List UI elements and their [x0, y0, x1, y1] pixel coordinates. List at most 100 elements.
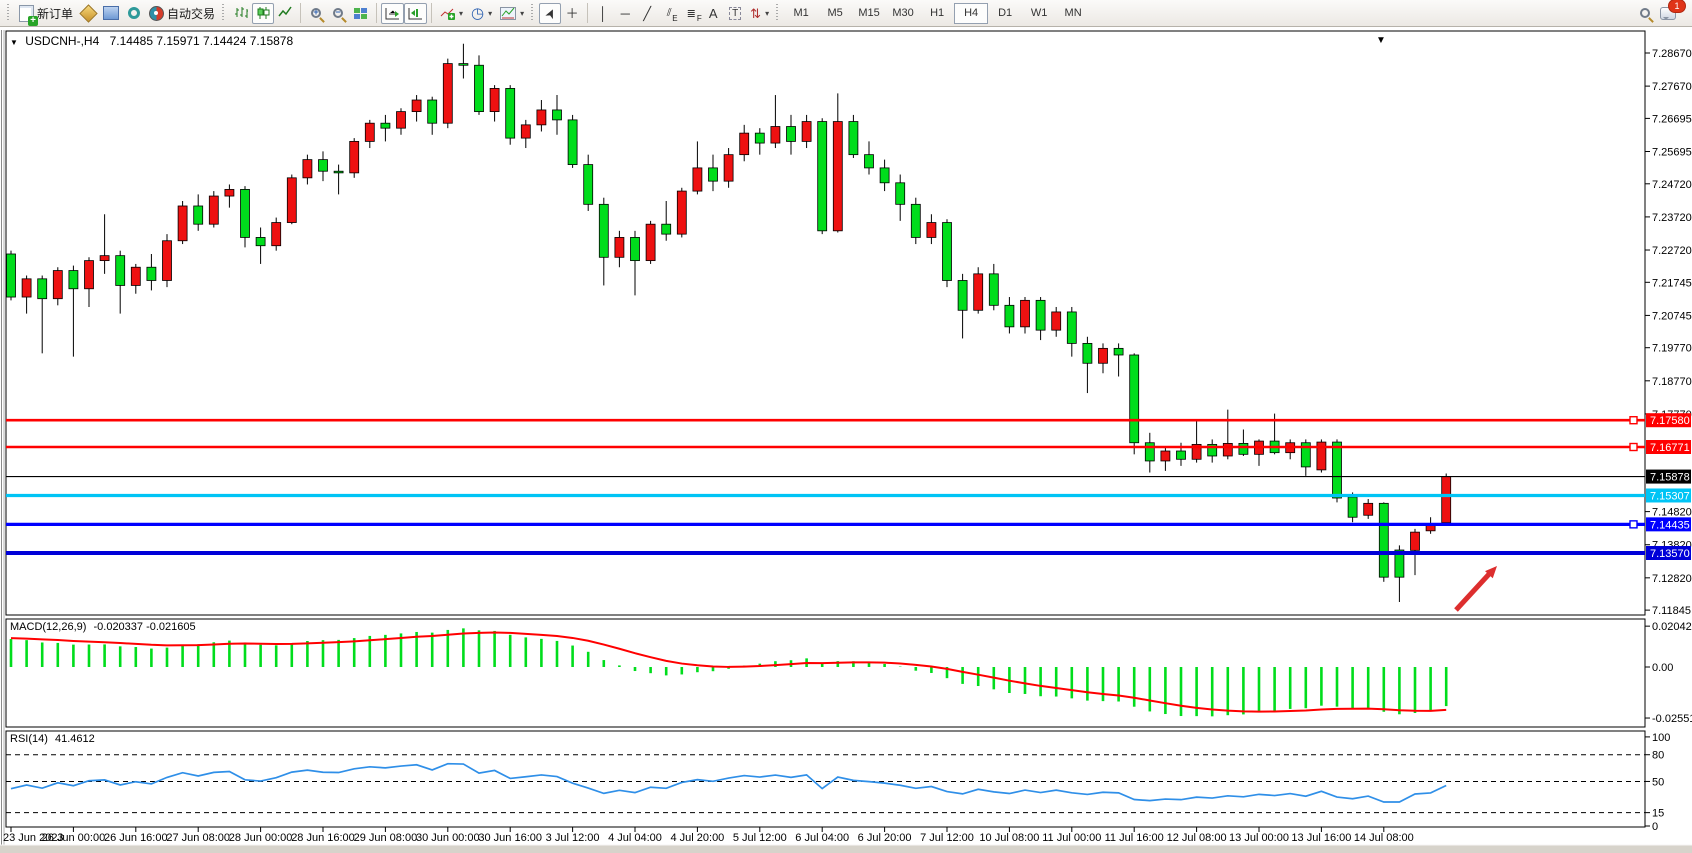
terminal-window-button[interactable] [99, 3, 123, 24]
indicators-button[interactable]: ▾ [436, 3, 467, 24]
tile-windows-icon [354, 7, 368, 19]
candle-body [832, 121, 843, 232]
horizontal-line-tool-button[interactable]: ─ [614, 3, 636, 24]
chart-window[interactable]: 7.28670 7.27670 7.26695 7.25695 7.24720 7.237… [0, 27, 1692, 853]
symbol-dropdown-icon[interactable]: ▼ [10, 38, 18, 47]
line-chart-button[interactable] [274, 3, 296, 24]
text-tool-button[interactable]: A [702, 3, 724, 24]
candle-body [364, 122, 375, 142]
candle-body [1051, 311, 1062, 331]
timeframe-m15-button[interactable]: M15 [858, 7, 880, 19]
candle-body [801, 121, 812, 142]
candle-body [333, 170, 344, 174]
price-line-handle[interactable] [1629, 520, 1638, 529]
vertical-line-tool-button[interactable]: │ [592, 3, 614, 24]
candle-body [474, 64, 484, 113]
bar-chart-button[interactable] [230, 3, 252, 24]
toolbar-grip[interactable] [221, 4, 227, 22]
candle-body [1098, 347, 1108, 364]
arrow-annotation-head[interactable] [1485, 566, 1497, 579]
timeframe-mn-button[interactable]: MN [1064, 7, 1082, 19]
candle-body [848, 121, 859, 156]
candle-body [1129, 354, 1140, 444]
candle-body [318, 159, 328, 172]
price-line-handle[interactable] [1629, 442, 1638, 452]
price-line-label-box [1646, 413, 1691, 428]
timeframe-m5-button[interactable]: M5 [827, 7, 843, 19]
price-line-label-box [1646, 469, 1691, 484]
candle-body [630, 237, 640, 262]
candle-body [1222, 442, 1233, 457]
autotrading-button[interactable]: 自动交易 [145, 3, 219, 24]
main-pane[interactable] [5, 30, 1646, 616]
arrows-tool-button[interactable]: ⇅ ▾ [746, 3, 773, 24]
candle-body [786, 126, 796, 142]
metaeditor-button[interactable] [77, 3, 99, 24]
price-axis-tick-label: 7.11845 [1652, 605, 1691, 617]
new-order-icon [19, 4, 38, 26]
tile-windows-button[interactable] [349, 3, 372, 24]
zoom-out-icon: − [333, 7, 344, 18]
templates-button[interactable]: ▾ [496, 3, 528, 24]
chart-shift-button[interactable] [404, 2, 428, 24]
candle-body [442, 63, 453, 124]
candle-body [988, 273, 999, 306]
candle-body [271, 222, 282, 247]
price-axis-tick-label: 7.23720 [1652, 212, 1692, 224]
time-axis-label: 23 Jun 2023 [3, 832, 64, 844]
toolbar-grip[interactable] [6, 4, 11, 22]
crosshair-tool-button[interactable]: ＋ [561, 3, 583, 24]
cursor-tool-button[interactable]: ➤ [539, 2, 562, 24]
metaeditor-icon [78, 3, 98, 23]
candle-body [864, 154, 874, 169]
candle-body [380, 122, 391, 129]
periods-button[interactable]: ◷ ▾ [467, 3, 496, 24]
timeframe-w1-button[interactable]: W1 [1030, 7, 1048, 19]
candlestick-chart-button[interactable] [252, 2, 275, 24]
channel-tool-button[interactable]: ⫽ E [658, 3, 680, 24]
candle-body [692, 167, 703, 192]
time-axis-label: 14 Jul 08:00 [1354, 832, 1414, 844]
time-axis-label: 28 Jun 00:00 [229, 832, 293, 844]
candle-body [489, 88, 500, 113]
price-line-handle[interactable] [1629, 416, 1638, 425]
status-bar [0, 845, 1692, 853]
time-axis-label: 6 Jul 20:00 [858, 832, 912, 844]
rsi-pane[interactable] [5, 730, 1646, 828]
rsi-axis-tick-label: 50 [1652, 776, 1664, 788]
zoom-in-button[interactable]: + [305, 3, 327, 24]
timeframe-m30-button[interactable]: M30 [892, 7, 914, 19]
trendline-tool-button[interactable]: ╱ [636, 3, 658, 24]
macd-signal-line [10, 631, 1447, 713]
line-chart-icon [278, 6, 292, 17]
marker-triangle-annotation[interactable]: ▼ [1376, 35, 1386, 46]
timeframe-m1-button[interactable]: M1 [793, 7, 809, 19]
candle-body [957, 280, 968, 311]
text-icon: A [708, 5, 718, 21]
candle-body [1004, 304, 1015, 328]
timeframe-h1-button[interactable]: H1 [930, 7, 945, 19]
label-tool-button[interactable]: T [724, 3, 746, 24]
arrow-annotation[interactable] [1454, 570, 1493, 612]
auto-scroll-button[interactable] [381, 2, 405, 24]
toolbar-grip[interactable] [775, 4, 781, 22]
zoom-out-button[interactable]: − [327, 3, 349, 24]
candle-body [708, 167, 718, 182]
notifications-button[interactable]: 1 [1656, 0, 1686, 24]
toolbar-grip[interactable] [530, 4, 536, 22]
search-button[interactable] [1634, 3, 1656, 24]
new-order-button[interactable]: 新订单 [15, 3, 77, 26]
candle-body [1347, 496, 1358, 518]
timeframe-d1-button[interactable]: D1 [998, 7, 1013, 19]
timeframe-h4-button[interactable]: H4 [954, 2, 989, 24]
signals-button[interactable] [123, 3, 145, 24]
candle-body [536, 109, 547, 126]
fibonacci-tool-button[interactable]: ≣ F [680, 3, 702, 24]
chart-canvas[interactable]: 7.28670 7.27670 7.26695 7.25695 7.24720 7.237… [0, 27, 1692, 853]
fibonacci-icon: ≣ F [686, 7, 702, 23]
right-toolbar-group: 1 [1634, 0, 1688, 25]
candle-body [146, 266, 157, 281]
candle-body [458, 63, 469, 66]
candle-body [1363, 502, 1374, 516]
